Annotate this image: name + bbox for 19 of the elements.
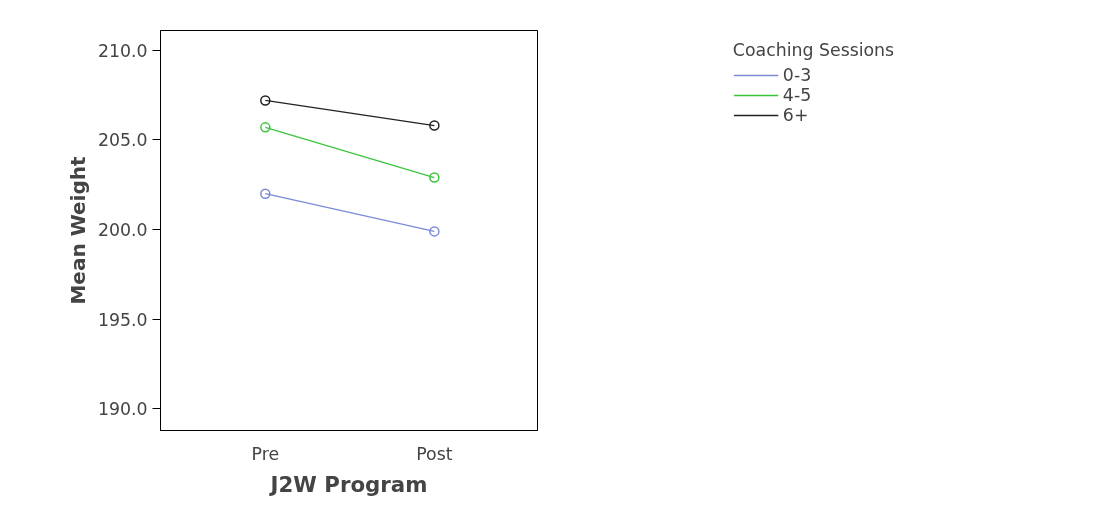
legend-title: Coaching Sessions <box>732 40 895 60</box>
y-tick-label: 205.0 <box>97 130 148 151</box>
y-axis-title: Mean Weight <box>65 156 90 305</box>
point <box>260 188 271 199</box>
point <box>429 120 440 131</box>
point <box>260 95 271 106</box>
y-tick-label: 210.0 <box>97 40 148 61</box>
point <box>429 226 440 237</box>
x-axis-title: J2W Program <box>268 471 428 497</box>
legend-label: 6+ <box>782 105 809 125</box>
legend-label: 4-5 <box>782 85 812 105</box>
legend-label: 0-3 <box>782 65 812 85</box>
x-tick-label: Post <box>416 443 453 464</box>
x-tick-label: Pre <box>251 443 280 464</box>
y-tick-label: 200.0 <box>97 220 148 241</box>
y-tick-label: 195.0 <box>97 309 148 330</box>
point <box>429 172 440 183</box>
point <box>260 122 271 133</box>
y-tick-label: 190.0 <box>97 399 148 420</box>
